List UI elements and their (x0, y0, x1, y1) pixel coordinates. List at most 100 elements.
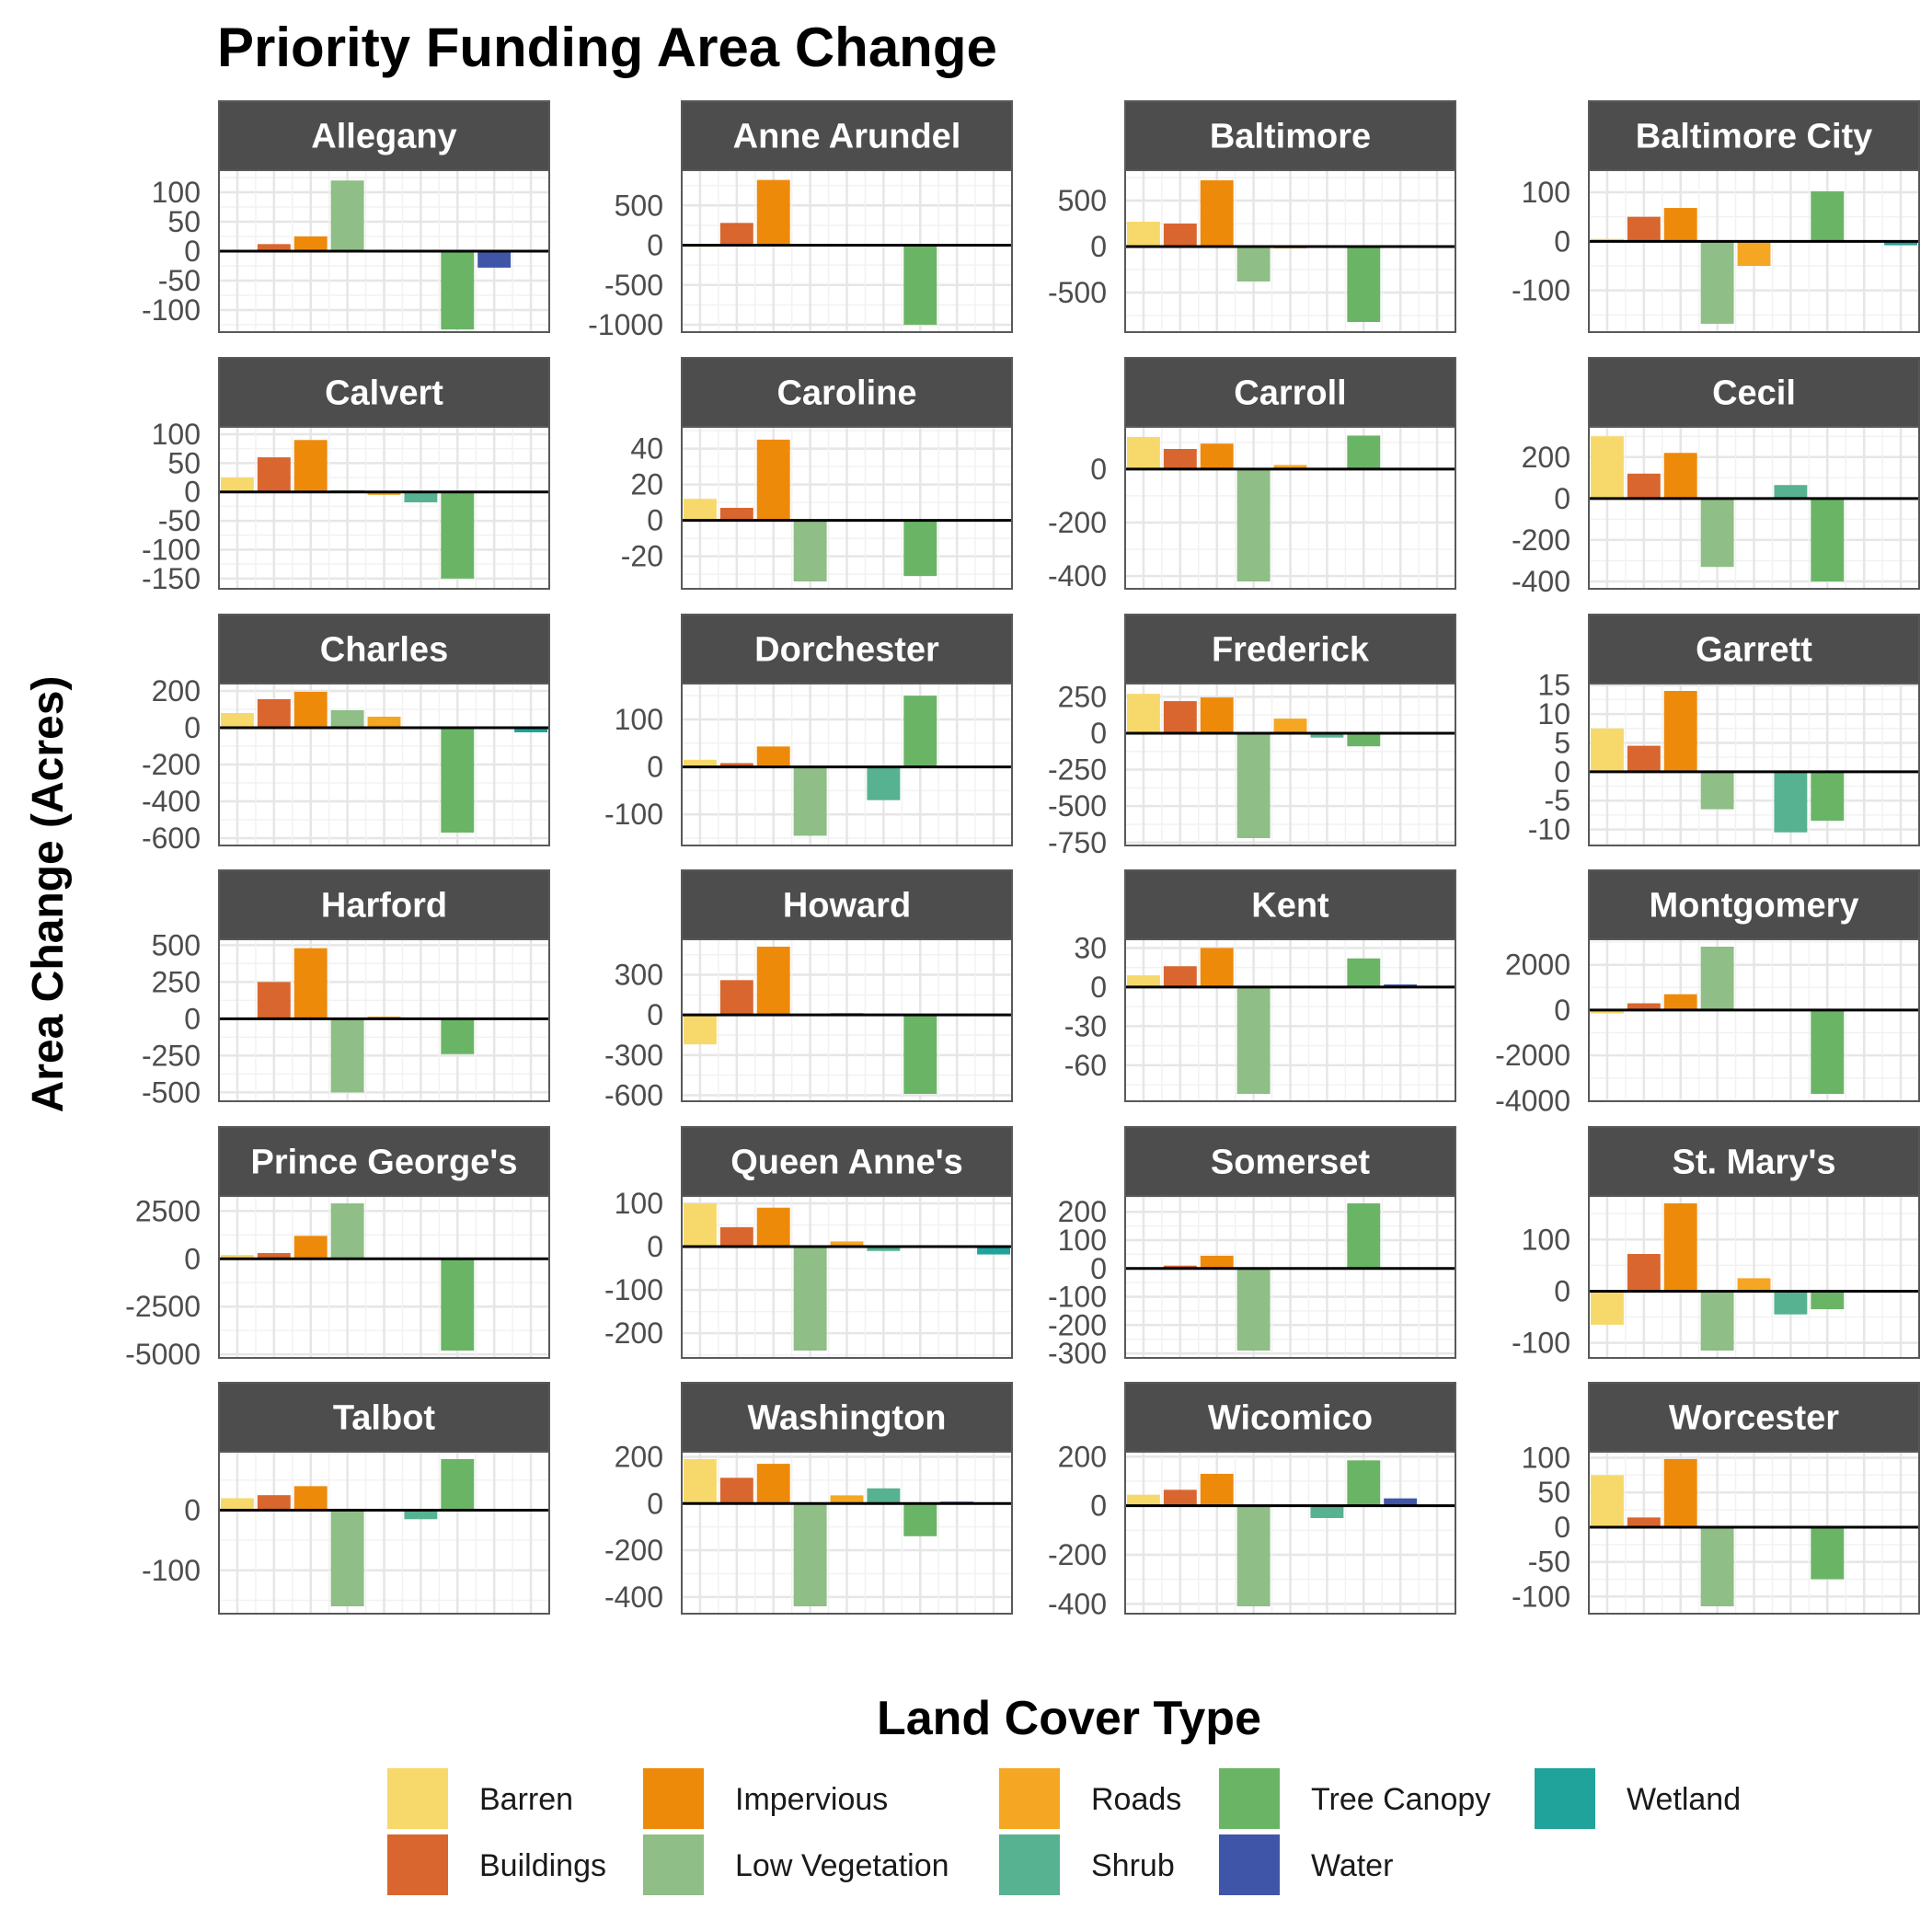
bar-dorchester-barren (683, 759, 717, 767)
legend-item-tree-canopy: Tree Canopy (1219, 1768, 1490, 1829)
bar-washington-shrub (867, 1488, 901, 1504)
y-tick-label: -100 (142, 293, 201, 327)
y-tick-label: 10 (1537, 697, 1570, 730)
bar-worcester-impervious (1663, 1459, 1697, 1527)
facet-kent: Kent 30 0 -30 -60 (1064, 869, 1456, 1102)
bar-talbot-impervious (293, 1486, 328, 1511)
facet-strip (1124, 357, 1456, 428)
facet-harford: Harford 500 250 0 -250-500 (142, 869, 550, 1109)
facet-strip (218, 869, 550, 940)
facet-strip (1588, 357, 1920, 428)
facet-strip (681, 357, 1013, 428)
y-tick-label: -200 (1048, 506, 1107, 539)
y-tick-label: 0 (647, 229, 663, 262)
facet-strip-label: Caroline (776, 374, 916, 413)
bar-montgomery-impervious (1663, 994, 1697, 1010)
y-tick-label: 200 (615, 1440, 663, 1473)
bar-charles-impervious (293, 692, 328, 728)
bar-kent-barren (1126, 975, 1160, 987)
bar-frederick-impervious (1200, 697, 1234, 733)
bar-talbot-buildings (257, 1495, 291, 1511)
facet-strip (1124, 1382, 1456, 1453)
y-tick-label: 100 (152, 418, 201, 451)
facet-strip-label: Harford (321, 887, 447, 926)
y-tick-label: 0 (184, 1494, 201, 1527)
y-tick-label: 0 (184, 1002, 201, 1035)
bar-anne-arundel-impervious (756, 179, 790, 246)
y-tick-label: 0 (1554, 224, 1570, 258)
bar-charles-buildings (257, 699, 291, 728)
facet-howard: Howard 300 0 -300 -600 (604, 869, 1013, 1111)
y-tick-label: -2000 (1495, 1039, 1570, 1072)
facet-strip (218, 100, 550, 171)
bar-washington-buildings (719, 1478, 753, 1504)
bar-st-mary-s-buildings (1627, 1254, 1661, 1292)
facet-strip-label: Queen Anne's (730, 1144, 963, 1182)
bar-baltimore-city-buildings (1627, 216, 1661, 242)
bar-st-mary-s-roads (1737, 1278, 1771, 1292)
bar-talbot-shrub (404, 1510, 438, 1520)
bar-talbot-low-vegetation (330, 1510, 364, 1606)
facet-strip (681, 100, 1013, 171)
bar-allegany-buildings (257, 244, 291, 251)
legend-swatch (387, 1834, 448, 1895)
legend-label: Low Vegetation (735, 1848, 949, 1883)
bar-charles-low-vegetation (330, 710, 364, 728)
bar-wicomico-buildings (1163, 1489, 1197, 1506)
y-tick-label: 100 (1058, 1224, 1107, 1257)
y-tick-label: 0 (647, 751, 663, 784)
y-tick-label: 100 (1522, 1441, 1570, 1474)
bar-howard-impervious (756, 947, 790, 1016)
legend-swatch (387, 1768, 448, 1829)
facet-st-mary-s: St. Mary's 100 0 -100 (1512, 1126, 1920, 1360)
bar-baltimore-city-wetland (1884, 241, 1918, 246)
y-tick-label: 500 (615, 189, 663, 222)
bar-dorchester-low-vegetation (793, 766, 827, 836)
y-tick-label: 0 (1090, 717, 1107, 750)
bar-charles-wetland (514, 728, 548, 732)
facet-strip-label: Garrett (1696, 631, 1812, 670)
chart-title: Priority Funding Area Change (217, 17, 997, 78)
bar-caroline-impervious (756, 439, 790, 521)
y-tick-label: 100 (615, 1187, 663, 1220)
bar-howard-barren (683, 1015, 717, 1045)
y-tick-label: -5 (1545, 784, 1570, 817)
bar-baltimore-city-tree-canopy (1811, 190, 1845, 242)
legend-label: Impervious (735, 1782, 888, 1817)
bar-frederick-roads (1273, 719, 1307, 733)
bar-caroline-low-vegetation (793, 520, 827, 581)
y-tick-label: -10 (1528, 813, 1570, 846)
y-tick-label: -100 (1512, 1580, 1570, 1613)
bar-queen-anne-s-buildings (719, 1226, 753, 1248)
facet-charles: Charles 200 0 -200 -400 -600 (142, 614, 550, 855)
legend-item-shrub: Shrub (999, 1834, 1175, 1895)
bar-washington-impervious (756, 1464, 790, 1504)
bar-anne-arundel-tree-canopy (903, 245, 937, 325)
facet-strip (1124, 869, 1456, 940)
bar-caroline-barren (683, 499, 717, 521)
y-tick-label: 30 (1074, 931, 1107, 964)
bar-washington-low-vegetation (793, 1503, 827, 1606)
y-axis-label: Area Change (Acres) (24, 676, 73, 1113)
legend-swatch (643, 1768, 704, 1829)
y-tick-label: 0 (1554, 1511, 1570, 1544)
y-tick-label: 100 (152, 176, 201, 209)
bar-howard-tree-canopy (903, 1015, 937, 1094)
bar-allegany-water (477, 251, 512, 268)
facet-strip-label: Charles (320, 631, 448, 670)
bar-calvert-shrub (404, 491, 438, 503)
bar-baltimore-barren (1126, 222, 1160, 247)
bar-wicomico-low-vegetation (1236, 1505, 1271, 1606)
facet-frederick: Frederick 250 0-250-500 -750 (1048, 614, 1456, 859)
legend-item-water: Water (1219, 1834, 1393, 1895)
facet-strip-label: Cecil (1712, 374, 1796, 413)
bar-cecil-barren (1590, 436, 1624, 499)
bar-cecil-impervious (1663, 453, 1697, 499)
y-tick-label: 50 (167, 205, 201, 238)
y-tick-label: 0 (184, 711, 201, 744)
y-tick-label: -600 (142, 822, 201, 855)
facet-strip (1124, 100, 1456, 171)
